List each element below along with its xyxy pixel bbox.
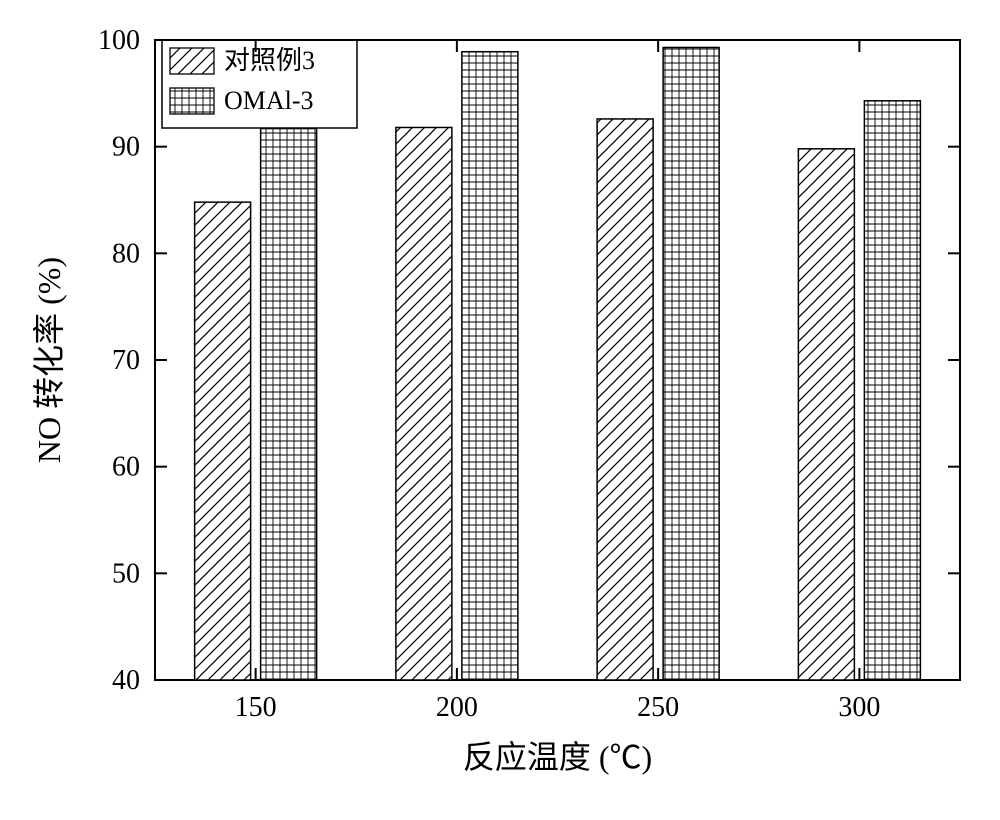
y-axis-label: NO 转化率 (%): [31, 257, 67, 463]
x-tick-label: 300: [838, 692, 880, 723]
y-tick-label: 40: [112, 665, 140, 696]
legend-label: 对照例3: [224, 46, 315, 75]
bar: [396, 127, 452, 680]
x-tick-label: 150: [235, 692, 277, 723]
bar: [663, 47, 719, 680]
x-tick-label: 250: [637, 692, 679, 723]
y-tick-label: 50: [112, 558, 140, 589]
y-tick-label: 70: [112, 345, 140, 376]
legend-swatch: [170, 48, 214, 74]
y-tick-label: 80: [112, 238, 140, 269]
bar: [195, 202, 251, 680]
chart-svg: 40 50 60 70 80 90 100 150 200 250 300 NO 转化率 (%) 反应温…: [0, 0, 1000, 820]
legend-label: OMAl-3: [224, 86, 314, 115]
bar: [597, 119, 653, 680]
y-tick-label: 60: [112, 452, 140, 483]
bar: [798, 149, 854, 680]
bar: [261, 129, 317, 680]
x-tick-label: 200: [436, 692, 478, 723]
bar: [462, 52, 518, 680]
bar: [864, 101, 920, 680]
chart-container: 40 50 60 70 80 90 100 150 200 250 300 NO 转化率 (%) 反应温…: [0, 0, 1000, 820]
y-tick-label: 100: [98, 25, 140, 56]
legend-swatch: [170, 88, 214, 114]
y-tick-label: 90: [112, 132, 140, 163]
x-axis-label: 反应温度 (℃): [463, 739, 652, 775]
